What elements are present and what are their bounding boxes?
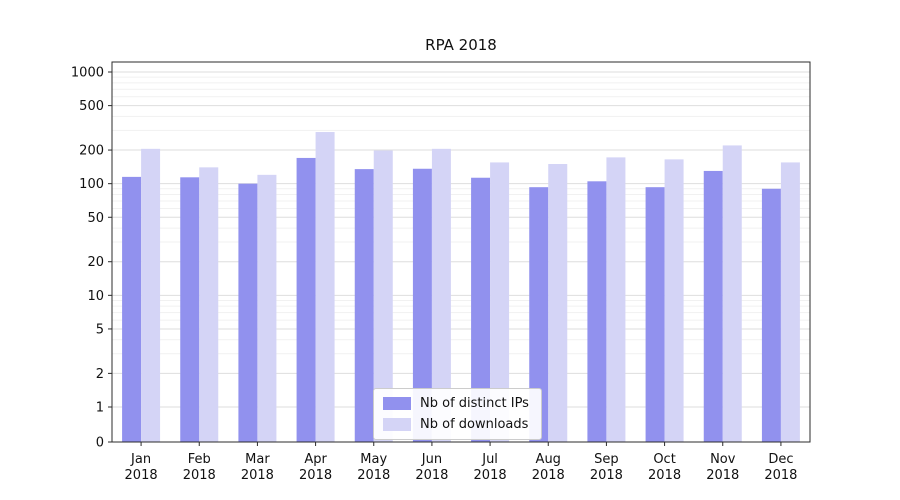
bar-distinct-ips [180,177,200,442]
legend: Nb of distinct IPs Nb of downloads [373,388,542,440]
x-tick-label: Jun 2018 [415,452,448,483]
bar-downloads [257,174,277,442]
bar-distinct-ips [761,188,781,442]
y-tick-label: 5 [96,322,104,337]
x-tick-label: Oct 2018 [648,452,681,483]
x-tick-label: May 2018 [357,452,390,483]
legend-swatch [383,397,411,410]
bar-distinct-ips [412,168,432,442]
legend-label: Nb of distinct IPs [420,396,529,411]
bar-distinct-ips [122,176,142,443]
y-tick-label: 200 [79,144,104,159]
y-tick-label: 500 [79,99,104,114]
x-tick-label: Mar 2018 [241,452,274,483]
x-tick-label: Aug 2018 [532,452,565,483]
bar-downloads [606,157,626,442]
bar-downloads [373,150,393,442]
x-tick-label: Nov 2018 [706,452,739,483]
x-tick-label: Feb 2018 [183,452,216,483]
y-tick-label: 100 [79,177,104,192]
bar-downloads [490,162,510,442]
legend-item-distinct-ips: Nb of distinct IPs [383,396,529,411]
bar-downloads [199,167,219,442]
bar-downloads [431,148,451,442]
y-tick-label: 20 [87,255,104,270]
bar-distinct-ips [645,187,665,442]
legend-swatch [383,418,411,431]
y-tick-label: 2 [96,367,104,382]
bar-downloads [722,145,742,442]
legend-label: Nb of downloads [420,417,529,432]
bar-downloads [315,132,335,442]
y-tick-label: 10 [87,289,104,304]
bar-distinct-ips [296,157,316,442]
x-tick-label: Dec 2018 [764,452,797,483]
bar-downloads [141,148,161,442]
bar-distinct-ips [587,181,607,442]
bar-distinct-ips [238,183,258,442]
legend-item-downloads: Nb of downloads [383,417,529,432]
bar-distinct-ips [529,187,549,442]
bar-distinct-ips [703,170,723,442]
bar-downloads [780,162,800,442]
y-tick-label: 50 [87,211,104,226]
x-tick-label: Jan 2018 [125,452,158,483]
x-tick-label: Apr 2018 [299,452,332,483]
x-tick-label: Sep 2018 [590,452,623,483]
bar-downloads [664,159,684,442]
bar-distinct-ips [471,177,491,443]
bar-downloads [548,164,568,442]
plot-border [111,61,811,443]
y-tick-label: 0 [96,436,104,451]
x-tick-label: Jul 2018 [474,452,507,483]
chart-title: RPA 2018 [425,36,497,54]
y-tick-label: 1 [96,401,104,416]
y-tick-label: 1000 [71,66,104,81]
bar-distinct-ips [354,169,374,442]
